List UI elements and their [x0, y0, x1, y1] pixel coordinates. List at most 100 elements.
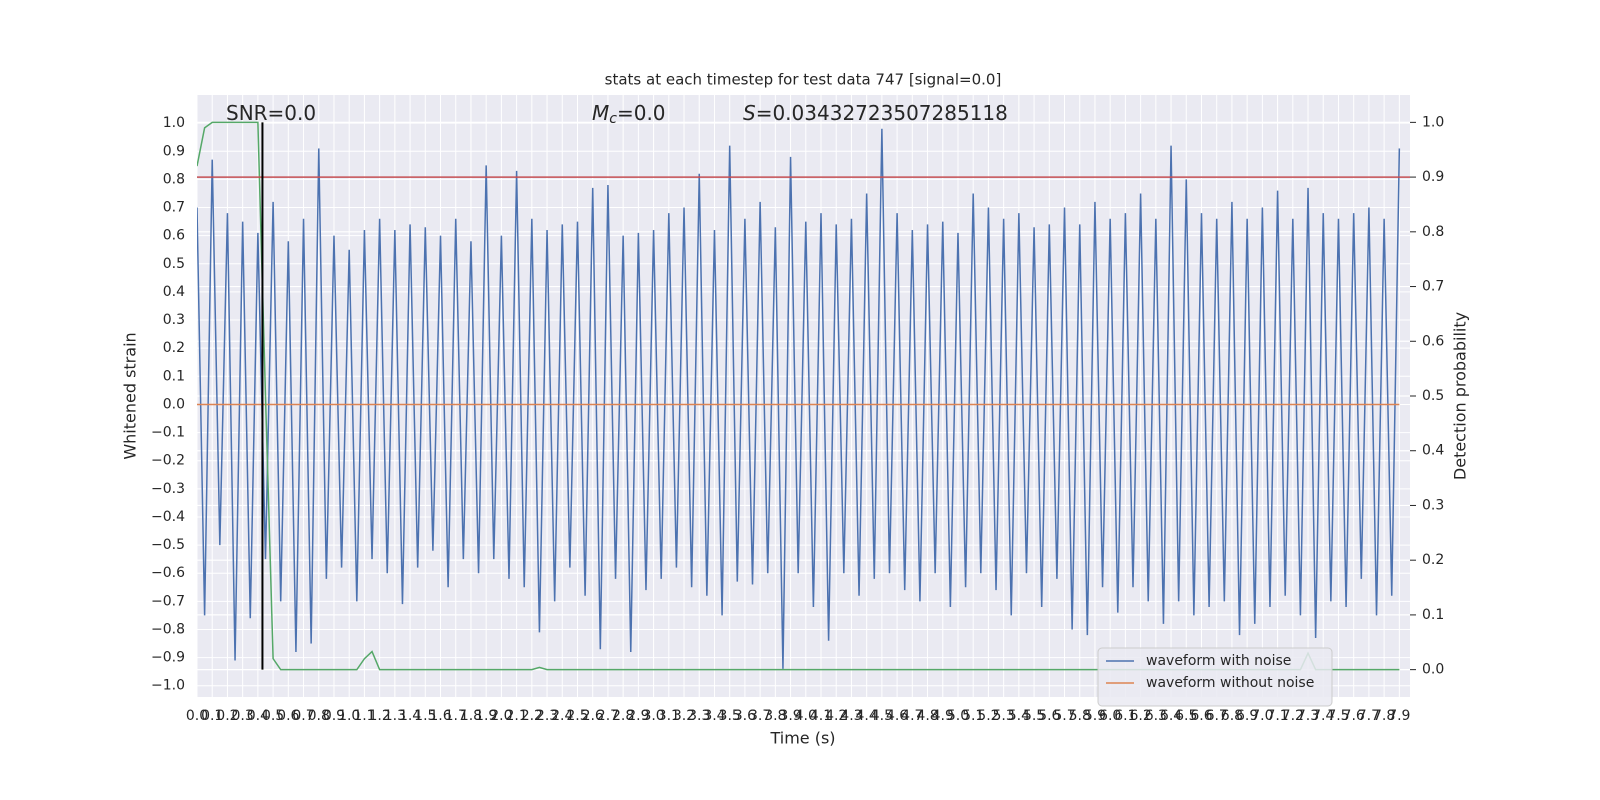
y-tick-label: 0.3: [163, 312, 185, 328]
x-tick-label: 6.1: [1114, 708, 1136, 724]
x-tick-label: 4.5: [871, 708, 893, 724]
x-tick-label: 2.9: [627, 708, 649, 724]
y-tick-label: 0.8: [163, 171, 185, 187]
y-tick-label: 0.7: [163, 200, 185, 216]
x-tick-label: 3.0: [642, 708, 664, 724]
y-tick-label: 1.0: [163, 115, 185, 131]
x-tick-label: 0.7: [292, 708, 314, 724]
x-tick-label: 7.7: [1358, 708, 1380, 724]
y-tick-label: −0.2: [151, 453, 185, 469]
x-tick-label: 6.0: [1099, 708, 1121, 724]
x-tick-label: 1.6: [429, 708, 451, 724]
x-tick-label: 1.1: [353, 708, 375, 724]
x-tick-label: 1.4: [399, 708, 421, 724]
y2-tick-label: 0.4: [1422, 443, 1444, 459]
x-tick-label: 0.8: [308, 708, 330, 724]
x-tick-label: 5.2: [977, 708, 999, 724]
x-tick-label: 5.6: [1038, 708, 1060, 724]
annotation-subscript: c: [609, 111, 617, 127]
y-tick-label: 0.2: [163, 340, 185, 356]
annotation: S=0.03432723507285118: [743, 101, 1008, 125]
y-tick-label: 0.1: [163, 368, 185, 384]
x-tick-label: 7.4: [1312, 708, 1334, 724]
x-tick-label: 4.7: [901, 708, 923, 724]
y2-tick-label: 0.5: [1422, 388, 1444, 404]
annotation-text: SNR=0.0: [226, 101, 316, 125]
x-tick-label: 1.5: [414, 708, 436, 724]
y-tick-label: −0.6: [151, 565, 185, 581]
x-tick-label: 0.0: [186, 708, 208, 724]
x-tick-label: 0.9: [323, 708, 345, 724]
x-tick-label: 5.5: [1023, 708, 1045, 724]
x-tick-label: 2.7: [597, 708, 619, 724]
x-tick-label: 4.0: [795, 708, 817, 724]
x-tick-label: 0.6: [277, 708, 299, 724]
x-tick-label: 0.3: [232, 708, 254, 724]
legend-box: [1097, 647, 1333, 707]
legend-label: waveform with noise: [1146, 653, 1291, 669]
x-tick-label: 5.7: [1053, 708, 1075, 724]
x-tick-label: 4.6: [886, 708, 908, 724]
y2-tick-label: 0.6: [1422, 333, 1444, 349]
x-tick-label: 5.9: [1084, 708, 1106, 724]
x-tick-label: 4.8: [916, 708, 938, 724]
annotation: SNR=0.0: [226, 101, 316, 125]
x-tick-label: 1.3: [384, 708, 406, 724]
annotation-symbol: S: [743, 101, 756, 125]
y2-tick-label: 0.1: [1422, 607, 1444, 623]
x-tick-label: 3.6: [734, 708, 756, 724]
y-tick-label: −1.0: [151, 678, 185, 694]
x-tick-label: 3.1: [658, 708, 680, 724]
x-tick-label: 2.2: [521, 708, 543, 724]
x-tick-label: 7.8: [1373, 708, 1395, 724]
y-tick-label: 0.5: [163, 256, 185, 272]
x-tick-label: 5.3: [993, 708, 1015, 724]
y-tick-label: −0.3: [151, 481, 185, 497]
x-tick-label: 7.3: [1297, 708, 1319, 724]
x-tick-label: 2.0: [490, 708, 512, 724]
y-tick-label: −0.5: [151, 537, 185, 553]
x-tick-label: 0.5: [262, 708, 284, 724]
x-tick-label: 1.0: [338, 708, 360, 724]
x-tick-label: 4.4: [856, 708, 878, 724]
y2-tick-label: 0.0: [1422, 662, 1444, 678]
x-tick-label: 3.7: [749, 708, 771, 724]
y2-tick-label: 0.3: [1422, 497, 1444, 513]
x-tick-label: 6.3: [1145, 708, 1167, 724]
x-tick-label: 0.1: [201, 708, 223, 724]
x-tick-label: 5.0: [947, 708, 969, 724]
x-tick-label: 6.2: [1129, 708, 1151, 724]
x-tick-label: 7.1: [1266, 708, 1288, 724]
x-tick-label: 1.7: [445, 708, 467, 724]
x-tick-label: 4.1: [810, 708, 832, 724]
y-tick-label: −0.4: [151, 509, 185, 525]
x-tick-label: 3.5: [719, 708, 741, 724]
y-tick-label: 0.0: [163, 396, 185, 412]
x-tick-label: 7.6: [1343, 708, 1365, 724]
x-tick-label: 5.1: [962, 708, 984, 724]
x-tick-label: 3.8: [764, 708, 786, 724]
x-tick-label: 2.6: [582, 708, 604, 724]
x-tick-label: 7.5: [1327, 708, 1349, 724]
x-tick-label: 6.8: [1221, 708, 1243, 724]
x-tick-label: 5.8: [1069, 708, 1091, 724]
y2-tick-label: 0.8: [1422, 224, 1444, 240]
x-tick-label: 3.9: [779, 708, 801, 724]
x-tick-label: 4.9: [932, 708, 954, 724]
x-tick-label: 6.9: [1236, 708, 1258, 724]
legend-label: waveform without noise: [1146, 675, 1314, 691]
x-tick-label: 3.4: [703, 708, 725, 724]
x-tick-label: 7.2: [1282, 708, 1304, 724]
x-tick-label: 2.8: [612, 708, 634, 724]
annotation-text: =0.03432723507285118: [756, 101, 1008, 125]
x-tick-label: 5.4: [1008, 708, 1030, 724]
annotation-symbol: M: [592, 101, 609, 125]
y2-tick-label: 1.0: [1422, 114, 1444, 130]
y-axis-label: Whitened strain: [121, 332, 140, 459]
series-line: [197, 128, 1401, 669]
x-tick-label: 4.2: [825, 708, 847, 724]
x-tick-label: 7.0: [1251, 708, 1273, 724]
y-tick-label: −0.8: [151, 621, 185, 637]
x-tick-label: 1.9: [475, 708, 497, 724]
